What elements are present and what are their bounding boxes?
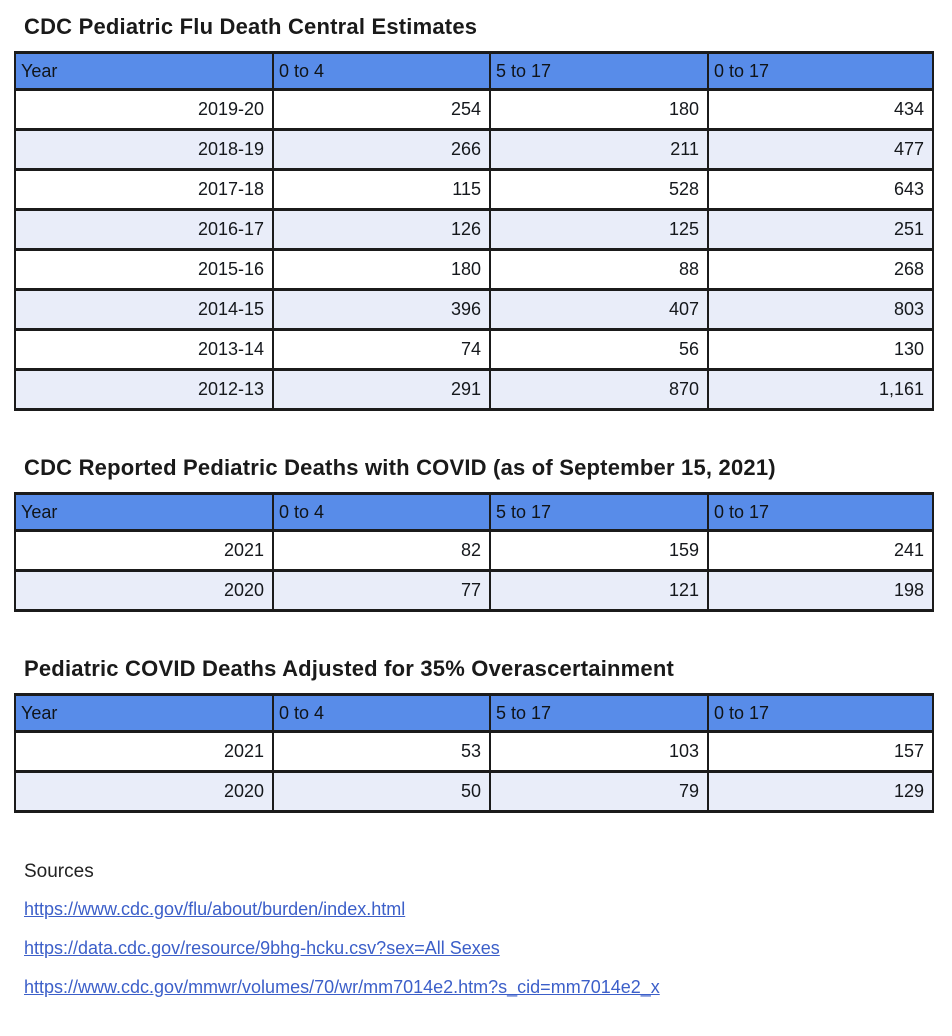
- column-header-5to17: 5 to 17: [489, 51, 709, 91]
- value-cell: 56: [489, 328, 709, 371]
- value-cell: 241: [707, 529, 934, 572]
- value-cell: 53: [272, 730, 491, 773]
- table-row: 2019-20 254 180 434: [14, 88, 934, 131]
- value-cell: 268: [707, 248, 934, 291]
- header-row: Year 0 to 4 5 to 17 0 to 17: [14, 693, 934, 733]
- value-cell: 434: [707, 88, 934, 131]
- flu-estimates-title: CDC Pediatric Flu Death Central Estimate…: [24, 14, 478, 39]
- value-cell: 130: [707, 328, 934, 371]
- value-cell: 643: [707, 168, 934, 211]
- covid-reported-title: CDC Reported Pediatric Deaths with COVID…: [24, 455, 776, 480]
- column-header-0to4: 0 to 4: [272, 51, 491, 91]
- year-cell: 2013-14: [14, 328, 274, 371]
- year-cell: 2021: [14, 730, 274, 773]
- table-row: 2013-14 74 56 130: [14, 328, 934, 371]
- covid-adjusted-table: Year 0 to 4 5 to 17 0 to 17 2021 53 103 157…: [14, 693, 934, 813]
- covid-reported-table: Year 0 to 4 5 to 17 0 to 17 2021 82 159 241…: [14, 492, 934, 612]
- value-cell: 82: [272, 529, 491, 572]
- column-header-year: Year: [14, 693, 274, 733]
- value-cell: 266: [272, 128, 491, 171]
- table-row: 2021 53 103 157: [14, 730, 934, 773]
- table-row: 2020 77 121 198: [14, 569, 934, 612]
- covid-adjusted-section: Pediatric COVID Deaths Adjusted for 35% …: [14, 656, 952, 813]
- year-cell: 2016-17: [14, 208, 274, 251]
- source-link-covid-data[interactable]: https://data.cdc.gov/resource/9bhg-hcku.…: [24, 938, 500, 958]
- header-row: Year 0 to 4 5 to 17 0 to 17: [14, 492, 934, 532]
- value-cell: 291: [272, 368, 491, 411]
- value-cell: 477: [707, 128, 934, 171]
- covid-adjusted-title: Pediatric COVID Deaths Adjusted for 35% …: [24, 656, 675, 681]
- column-header-year: Year: [14, 51, 274, 91]
- value-cell: 251: [707, 208, 934, 251]
- year-cell: 2012-13: [14, 368, 274, 411]
- value-cell: 121: [489, 569, 709, 612]
- column-header-0to4: 0 to 4: [272, 693, 491, 733]
- value-cell: 157: [707, 730, 934, 773]
- column-header-0to17: 0 to 17: [707, 492, 934, 532]
- year-cell: 2014-15: [14, 288, 274, 331]
- column-header-0to17: 0 to 17: [707, 51, 934, 91]
- table-row: 2021 82 159 241: [14, 529, 934, 572]
- sources-heading: Sources: [24, 861, 94, 882]
- value-cell: 125: [489, 208, 709, 251]
- value-cell: 396: [272, 288, 491, 331]
- table-row: 2020 50 79 129: [14, 770, 934, 813]
- source-link-flu-burden[interactable]: https://www.cdc.gov/flu/about/burden/ind…: [24, 899, 406, 919]
- value-cell: 1,161: [707, 368, 934, 411]
- column-header-5to17: 5 to 17: [489, 492, 709, 532]
- column-header-0to4: 0 to 4: [272, 492, 491, 532]
- value-cell: 254: [272, 88, 491, 131]
- table-row: 2012-13 291 870 1,161: [14, 368, 934, 411]
- value-cell: 129: [707, 770, 934, 813]
- value-cell: 803: [707, 288, 934, 331]
- value-cell: 77: [272, 569, 491, 612]
- column-header-5to17: 5 to 17: [489, 693, 709, 733]
- year-cell: 2021: [14, 529, 274, 572]
- sources-section: Sources https://www.cdc.gov/flu/about/bu…: [24, 861, 952, 998]
- value-cell: 79: [489, 770, 709, 813]
- value-cell: 50: [272, 770, 491, 813]
- column-header-0to17: 0 to 17: [707, 693, 934, 733]
- source-link-mmwr[interactable]: https://www.cdc.gov/mmwr/volumes/70/wr/m…: [24, 977, 660, 997]
- flu-estimates-section: CDC Pediatric Flu Death Central Estimate…: [14, 14, 952, 411]
- year-cell: 2017-18: [14, 168, 274, 211]
- year-cell: 2019-20: [14, 88, 274, 131]
- covid-reported-section: CDC Reported Pediatric Deaths with COVID…: [14, 455, 952, 612]
- value-cell: 159: [489, 529, 709, 572]
- year-cell: 2018-19: [14, 128, 274, 171]
- value-cell: 870: [489, 368, 709, 411]
- value-cell: 528: [489, 168, 709, 211]
- value-cell: 88: [489, 248, 709, 291]
- table-row: 2015-16 180 88 268: [14, 248, 934, 291]
- value-cell: 115: [272, 168, 491, 211]
- table-row: 2018-19 266 211 477: [14, 128, 934, 171]
- header-row: Year 0 to 4 5 to 17 0 to 17: [14, 51, 934, 91]
- flu-estimates-table: Year 0 to 4 5 to 17 0 to 17 2019-20 254 18…: [14, 51, 934, 411]
- value-cell: 407: [489, 288, 709, 331]
- table-row: 2016-17 126 125 251: [14, 208, 934, 251]
- table-row: 2014-15 396 407 803: [14, 288, 934, 331]
- value-cell: 180: [272, 248, 491, 291]
- value-cell: 74: [272, 328, 491, 371]
- year-cell: 2020: [14, 569, 274, 612]
- year-cell: 2015-16: [14, 248, 274, 291]
- value-cell: 103: [489, 730, 709, 773]
- value-cell: 211: [489, 128, 709, 171]
- table-row: 2017-18 115 528 643: [14, 168, 934, 211]
- year-cell: 2020: [14, 770, 274, 813]
- value-cell: 180: [489, 88, 709, 131]
- value-cell: 126: [272, 208, 491, 251]
- column-header-year: Year: [14, 492, 274, 532]
- value-cell: 198: [707, 569, 934, 612]
